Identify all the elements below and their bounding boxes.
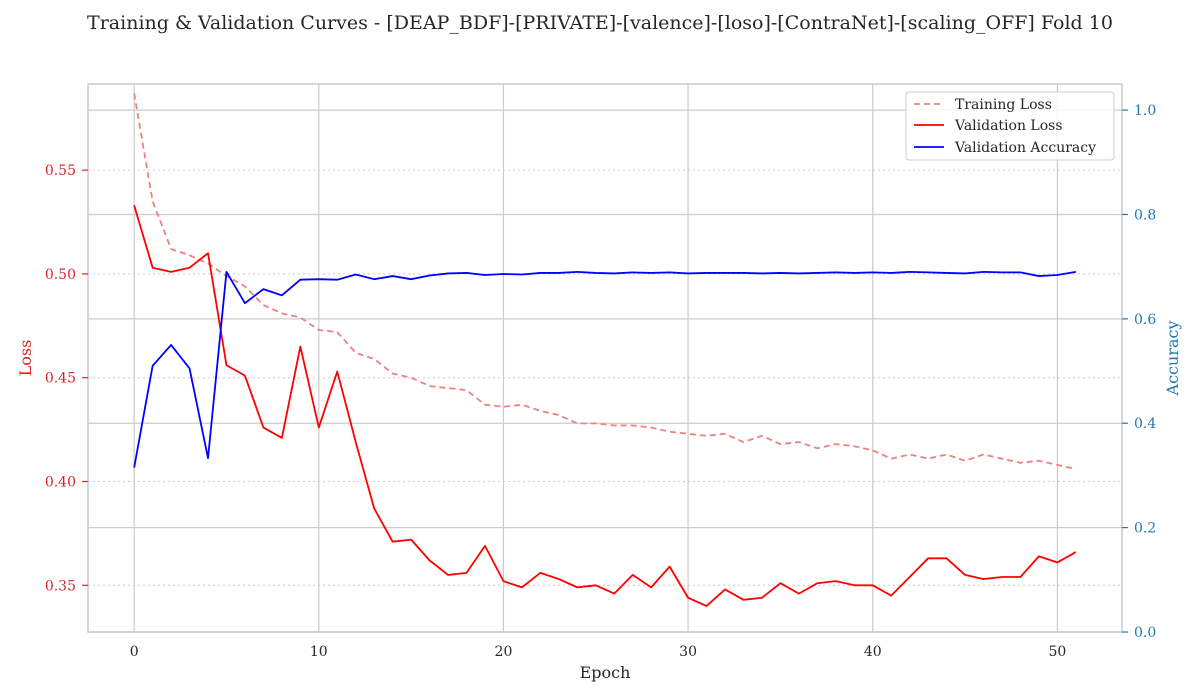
plot-frame	[87, 83, 1123, 633]
x-tick-label: 30	[679, 644, 697, 660]
y-left-tick-label: 0.55	[45, 163, 76, 179]
legend-label-training-loss: Training Loss	[955, 97, 1052, 113]
chart-legend: Training Loss Validation Loss Validation…	[905, 91, 1115, 161]
y-left-tick-label: 0.40	[45, 475, 76, 491]
x-tick-label: 20	[495, 644, 513, 660]
lines-layer	[133, 93, 1077, 607]
x-tick-label: 0	[130, 644, 139, 660]
y-right-tick-label: 0.2	[1134, 521, 1156, 537]
y-right-tick-label: 0.4	[1134, 416, 1156, 432]
legend-box	[905, 91, 1115, 161]
legend-label-validation-loss: Validation Loss	[954, 118, 1063, 134]
y-left-tick-label: 0.35	[45, 578, 76, 594]
x-tick-label: 50	[1048, 644, 1066, 660]
grid-layer	[88, 84, 1122, 633]
training-loss-line	[133, 93, 1077, 470]
x-tick-label: 10	[310, 644, 328, 660]
x-axis-label: Epoch	[580, 663, 631, 682]
y-left-tick-label: 0.50	[45, 267, 76, 283]
validation-accuracy-line	[133, 270, 1076, 468]
y-right-tick-label: 1.0	[1134, 103, 1156, 119]
y-left-tick-label: 0.45	[45, 371, 76, 387]
legend-label-validation-accuracy: Validation Accuracy	[954, 140, 1096, 156]
y-right-tick-label: 0.0	[1134, 625, 1156, 641]
y-axis-left-label: Loss	[16, 340, 35, 377]
y-axis-right-label: Accuracy	[1163, 321, 1182, 397]
y-right-tick-label: 0.6	[1134, 312, 1156, 328]
ticks-layer: 0 10 20 30 40 50 0.0 0.2 0.4 0.6 0.8 1.0 0.35 0.40 0.4…	[45, 103, 1157, 660]
chart-title: Training & Validation Curves - [DEAP_BDF…	[87, 12, 1113, 34]
validation-loss-line	[133, 205, 1077, 607]
x-tick-label: 40	[864, 644, 882, 660]
y-right-tick-label: 0.8	[1134, 207, 1156, 223]
